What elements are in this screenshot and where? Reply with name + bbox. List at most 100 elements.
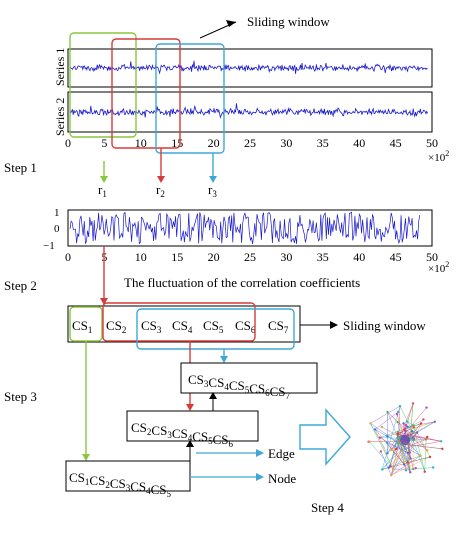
series1-panel: [67, 48, 433, 88]
sliding-window-label-top: Sliding window: [247, 14, 330, 29]
network-edge: [380, 451, 392, 476]
corr-x-tick-label: 45: [390, 250, 402, 264]
network-node: [374, 428, 377, 431]
network-node: [426, 449, 429, 452]
network-node: [368, 440, 371, 443]
cs-window-blue: [136, 308, 295, 350]
top-x-tick-label: 40: [353, 136, 365, 150]
network-edge: [399, 405, 413, 432]
network-node: [433, 420, 436, 423]
corr-x-tick-label: 40: [353, 250, 365, 264]
cs-window-red: [102, 302, 256, 342]
cs-sequence-box: [67, 305, 301, 343]
cs-item: CS5: [203, 318, 224, 335]
network-node: [409, 471, 412, 474]
corr-x-tick-label: 30: [280, 250, 292, 264]
network-edge: [370, 423, 401, 445]
cs-item: CS7: [268, 318, 289, 335]
corr-y-tick-1: 1: [54, 207, 60, 219]
network-node: [385, 441, 389, 444]
network-edge: [387, 411, 408, 463]
network-edge: [407, 421, 414, 426]
network-node: [411, 402, 415, 405]
corr-x-tick-label: 15: [171, 250, 183, 264]
node-label: Node: [268, 471, 296, 486]
sliding-window-label-mid: Sliding window: [343, 318, 426, 333]
network-node: [425, 406, 428, 409]
network-edge: [391, 455, 421, 476]
network-edge: [396, 414, 404, 435]
network-node: [398, 404, 402, 408]
correlation-caption: The fluctuation of the correlation coeff…: [124, 275, 360, 290]
window-blue: [155, 43, 225, 154]
network-node: [406, 451, 409, 455]
network-node: [403, 463, 406, 466]
network-node: [409, 457, 412, 460]
series2-panel: [67, 91, 433, 133]
network-node: [406, 433, 410, 437]
corr-x-tick-label: 50: [426, 250, 438, 264]
series-panels: [67, 48, 433, 133]
network-node: [390, 448, 393, 452]
top-x-tick-label: 20: [208, 136, 220, 150]
network-edge: [397, 422, 411, 473]
top-x-tick-label: 5: [101, 136, 107, 150]
corr-y-tick-neg1: −1: [43, 240, 55, 252]
network-edge: [410, 439, 427, 446]
step4-hollow-arrow: [299, 408, 351, 466]
correlation-panel: [67, 209, 433, 247]
network-node: [379, 450, 382, 453]
corr-x-tick-label: 35: [317, 250, 329, 264]
network-node: [386, 435, 389, 438]
network-node: [386, 452, 389, 455]
network-node: [412, 438, 415, 442]
network-node: [386, 410, 389, 414]
corr-x-tick-label: 20: [208, 250, 220, 264]
network-node: [424, 438, 428, 441]
sliding-window-arrowhead-top: [226, 20, 236, 27]
top-x-tick-label: 50: [426, 136, 438, 150]
network-node: [432, 466, 435, 469]
network-graph: [367, 402, 444, 477]
window-green: [69, 32, 137, 138]
series2-waveform: [69, 103, 428, 119]
step1-label: Step 1: [4, 160, 37, 175]
step4-label: Step 4: [311, 500, 344, 515]
network-node: [426, 435, 429, 439]
network-node: [403, 447, 406, 450]
network-node: [396, 420, 399, 424]
network-edge: [379, 437, 408, 454]
network-edge: [412, 441, 442, 447]
network-node: [398, 435, 402, 439]
top-axis-exponent: ×102: [428, 149, 449, 164]
network-node: [415, 431, 419, 434]
network-node: [404, 469, 408, 472]
cs-item: CS1: [72, 318, 92, 335]
network-node: [419, 454, 422, 457]
r3-label: r3: [208, 182, 217, 199]
network-node: [423, 470, 426, 473]
network-edge: [397, 431, 442, 442]
network-node: [391, 467, 395, 471]
node-box-bottom: [65, 460, 191, 492]
network-node: [396, 410, 400, 414]
network-edge: [369, 441, 394, 470]
network-edge: [407, 456, 431, 463]
network-node: [381, 468, 384, 471]
network-node: [410, 430, 414, 433]
network-edge: [411, 431, 428, 451]
edge-label: Edge: [268, 446, 295, 461]
window-red: [111, 38, 181, 149]
network-node: [404, 424, 408, 427]
network-edge: [391, 438, 401, 451]
network-node: [441, 447, 444, 450]
network-node: [406, 461, 409, 464]
network-node: [440, 440, 443, 443]
network-node: [404, 427, 407, 430]
network-node: [412, 426, 415, 429]
network-node: [414, 466, 417, 470]
network-node: [378, 436, 382, 439]
series1-waveform: [69, 60, 428, 75]
network-edge: [387, 434, 399, 454]
